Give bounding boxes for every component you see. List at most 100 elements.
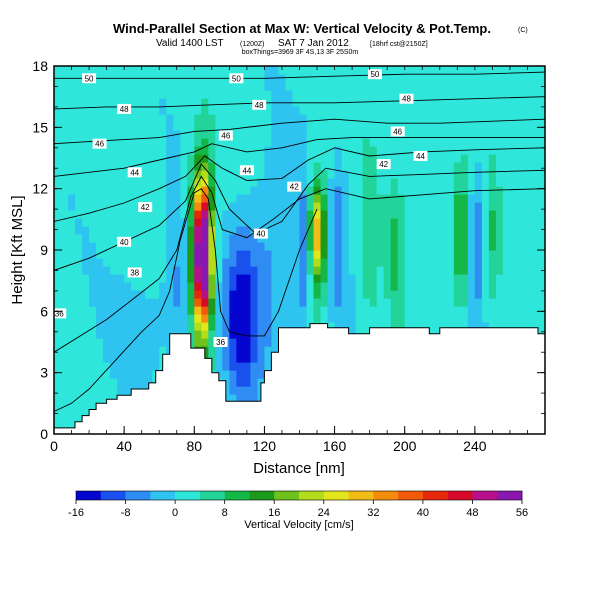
velocity-cell [208, 250, 216, 259]
velocity-cell [131, 322, 139, 331]
velocity-cell [397, 274, 406, 283]
velocity-cell [152, 218, 160, 227]
velocity-cell [355, 322, 364, 331]
velocity-cell [355, 154, 364, 163]
velocity-cell [278, 250, 287, 259]
velocity-cell [68, 90, 76, 99]
velocity-cell [250, 314, 259, 323]
velocity-cell [383, 114, 392, 123]
velocity-cell [495, 274, 504, 283]
velocity-cell [110, 306, 118, 315]
velocity-cell [110, 274, 118, 283]
velocity-cell [355, 226, 364, 235]
velocity-cell [453, 314, 462, 323]
velocity-cell [152, 234, 160, 243]
velocity-cell [180, 106, 188, 115]
velocity-cell [425, 194, 434, 203]
velocity-cell [96, 258, 104, 267]
velocity-cell [271, 130, 280, 139]
colorbar-tick-label: -16 [68, 507, 84, 519]
velocity-cell [418, 106, 427, 115]
velocity-cell [313, 114, 322, 123]
velocity-cell [439, 114, 448, 123]
velocity-cell [243, 386, 251, 395]
velocity-cell [159, 346, 167, 355]
velocity-cell [278, 194, 287, 203]
velocity-cell [145, 146, 153, 155]
velocity-cell [145, 314, 153, 323]
velocity-cell [166, 218, 174, 227]
colorbar-tick-label: 16 [268, 507, 280, 519]
velocity-cell [292, 138, 301, 147]
velocity-cell [103, 114, 111, 123]
contour-label-48: 48 [117, 103, 132, 114]
velocity-cell [236, 274, 244, 283]
velocity-cell [362, 290, 371, 299]
contour-label-text: 42 [141, 203, 150, 212]
velocity-cell [530, 282, 539, 291]
velocity-cell [432, 114, 441, 123]
velocity-cell [404, 298, 413, 307]
velocity-cell [439, 234, 448, 243]
velocity-cell [411, 242, 420, 251]
velocity-cell [432, 154, 441, 163]
velocity-cell [278, 82, 287, 91]
velocity-cell [180, 266, 188, 275]
velocity-cell [509, 314, 518, 323]
velocity-cell [75, 202, 83, 211]
velocity-cell [138, 370, 146, 379]
velocity-cell [243, 194, 251, 203]
velocity-cell [313, 234, 322, 243]
velocity-cell [278, 130, 287, 139]
velocity-cell [159, 186, 167, 195]
velocity-cell [222, 354, 230, 363]
velocity-cell [82, 402, 90, 411]
velocity-cell [271, 106, 280, 115]
y-axis-label: Height [Kft MSL] [9, 195, 26, 304]
velocity-cell [271, 186, 280, 195]
velocity-cell [138, 266, 146, 275]
velocity-cell [194, 138, 202, 147]
velocity-cell [362, 218, 371, 227]
velocity-cell [257, 66, 266, 75]
velocity-cell [348, 322, 357, 331]
velocity-cell [530, 218, 539, 227]
velocity-cell [54, 106, 62, 115]
velocity-cell [75, 394, 83, 403]
velocity-cell [341, 298, 350, 307]
velocity-cell [488, 226, 497, 235]
velocity-cell [61, 90, 69, 99]
velocity-cell [439, 218, 448, 227]
velocity-cell [404, 170, 413, 179]
velocity-cell [334, 210, 343, 219]
velocity-cell [152, 346, 160, 355]
velocity-cell [278, 90, 287, 99]
velocity-cell [348, 234, 357, 243]
velocity-cell [481, 242, 490, 251]
velocity-cell [68, 218, 76, 227]
velocity-cell [502, 66, 511, 75]
velocity-cell [306, 146, 315, 155]
velocity-cell [474, 210, 483, 219]
velocity-cell [82, 234, 90, 243]
velocity-cell [376, 322, 385, 331]
velocity-cell [306, 226, 315, 235]
velocity-cell [166, 186, 174, 195]
velocity-cell [264, 130, 273, 139]
colorbar-swatch [497, 491, 523, 500]
velocity-cell [82, 146, 90, 155]
velocity-cell [362, 162, 371, 171]
velocity-cell [285, 298, 294, 307]
velocity-cell [439, 226, 448, 235]
velocity-cell [411, 74, 420, 83]
velocity-cell [243, 314, 251, 323]
velocity-cell [250, 322, 259, 331]
velocity-cell [425, 290, 434, 299]
velocity-cell [446, 298, 455, 307]
velocity-cell [187, 130, 195, 139]
velocity-cell [383, 178, 392, 187]
velocity-cell [68, 242, 76, 251]
velocity-cell [75, 130, 83, 139]
velocity-cell [103, 290, 111, 299]
velocity-cell [89, 114, 97, 123]
